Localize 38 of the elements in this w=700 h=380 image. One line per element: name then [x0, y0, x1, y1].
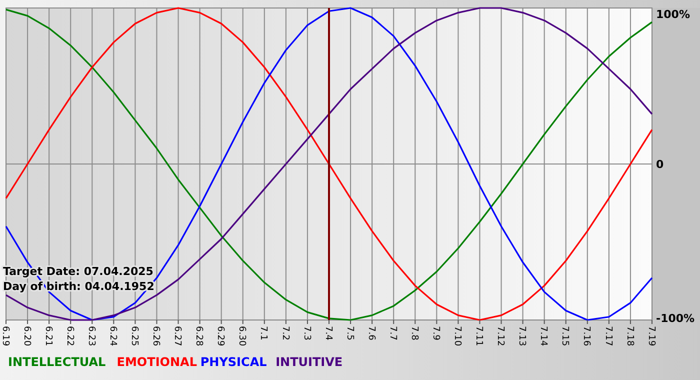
x-tick-label: 7.9: [430, 326, 441, 341]
x-tick-label: 6.21: [42, 326, 53, 346]
x-tick-label: 7.3: [301, 326, 312, 340]
x-tick-label: 7.4: [322, 326, 333, 341]
x-tick-label: 7.6: [366, 326, 376, 341]
x-tick-label: 7.15: [560, 326, 570, 346]
x-tick-label: 6.30: [236, 326, 247, 346]
x-tick-label: 7.19: [646, 326, 656, 346]
x-tick-label: 7.13: [516, 326, 527, 346]
x-tick-label: 6.28: [194, 326, 204, 346]
y-tick-label: 0: [656, 158, 664, 171]
x-tick-label: 7.10: [452, 326, 462, 346]
x-tick-label: 7.7: [387, 326, 398, 340]
x-tick-label: 7.16: [581, 326, 592, 346]
x-tick-label: 6.25: [129, 326, 140, 346]
x-tick-label: 6.20: [21, 326, 32, 346]
x-tick-label: 6.23: [86, 326, 96, 346]
x-tick-label: 6.29: [215, 326, 226, 346]
x-tick-label: 7.5: [344, 326, 354, 340]
x-tick-label: 7.11: [474, 326, 484, 346]
x-tick-label: 7.12: [495, 326, 506, 346]
x-tick-label: 6.24: [108, 326, 118, 346]
y-tick-label: 100%: [656, 8, 690, 21]
x-tick-label: 6.26: [150, 326, 161, 346]
x-tick-label: 7.17: [602, 326, 613, 346]
x-tick-label: 6.22: [64, 326, 74, 346]
x-tick-label: 6.19: [0, 326, 10, 346]
text: PHYSICAL: [200, 355, 268, 369]
x-tick-label: 7.2: [280, 326, 290, 340]
x-tick-label: 7.1: [258, 326, 268, 340]
x-tick-label: 7.8: [408, 326, 419, 341]
x-tick-label: 6.27: [172, 326, 182, 346]
text: INTUITIVE: [276, 355, 343, 369]
x-tick-label: 7.18: [624, 326, 634, 346]
text: INTELLECTUAL: [8, 355, 106, 369]
y-tick-label: -100%: [656, 312, 695, 326]
x-tick-label: 7.14: [538, 326, 548, 346]
text: EMOTIONAL: [116, 355, 198, 369]
